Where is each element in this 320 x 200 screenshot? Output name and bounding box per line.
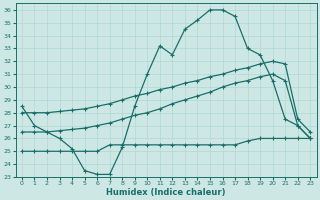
X-axis label: Humidex (Indice chaleur): Humidex (Indice chaleur) <box>106 188 226 197</box>
